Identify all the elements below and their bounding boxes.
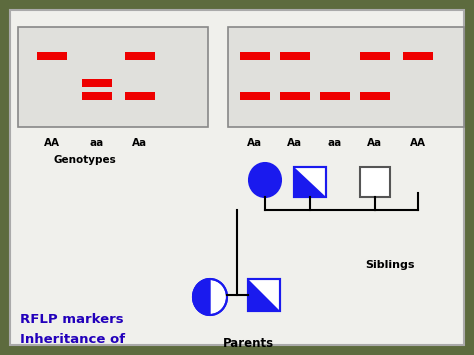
Text: AA: AA: [410, 138, 426, 148]
Polygon shape: [193, 279, 210, 315]
Bar: [320, 92, 350, 100]
Ellipse shape: [193, 279, 227, 315]
Text: Parents: Parents: [222, 337, 273, 350]
Text: aa: aa: [90, 138, 104, 148]
Text: Aa: Aa: [132, 138, 147, 148]
Text: Aa: Aa: [367, 138, 383, 148]
Bar: [240, 92, 270, 100]
FancyBboxPatch shape: [10, 10, 464, 345]
Bar: [294, 167, 326, 197]
Bar: [228, 27, 464, 127]
Ellipse shape: [249, 163, 281, 197]
Polygon shape: [294, 167, 326, 197]
Bar: [403, 52, 433, 60]
Bar: [18, 27, 208, 127]
Text: Aa: Aa: [247, 138, 263, 148]
Bar: [280, 52, 310, 60]
Bar: [360, 167, 390, 197]
Text: aa: aa: [328, 138, 342, 148]
Bar: [360, 52, 390, 60]
Bar: [294, 167, 326, 197]
Bar: [37, 52, 67, 60]
Text: RFLP markers: RFLP markers: [20, 313, 124, 326]
Polygon shape: [248, 279, 280, 311]
Text: Aa: Aa: [287, 138, 302, 148]
Bar: [280, 92, 310, 100]
Text: Inheritance of: Inheritance of: [20, 333, 125, 346]
Bar: [248, 279, 280, 311]
Bar: [82, 79, 112, 87]
Text: AA: AA: [44, 138, 60, 148]
Text: Genotypes: Genotypes: [54, 155, 117, 165]
Bar: [240, 52, 270, 60]
Bar: [125, 52, 155, 60]
Bar: [360, 92, 390, 100]
Bar: [125, 92, 155, 100]
Bar: [82, 92, 112, 100]
Bar: [248, 279, 280, 311]
Text: Siblings: Siblings: [365, 260, 415, 270]
